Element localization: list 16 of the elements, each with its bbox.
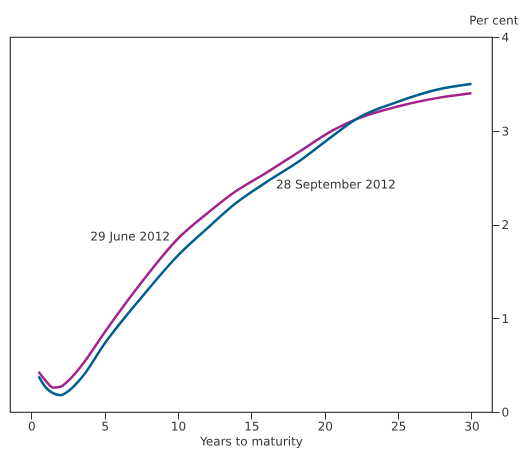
x-tick-label: 5	[101, 420, 109, 434]
series-label: 28 September 2012	[276, 177, 396, 192]
x-tick-label: 20	[318, 420, 333, 434]
x-tick-label: 25	[390, 420, 406, 434]
x-tick-label: 10	[170, 420, 186, 434]
y-tick-label: 3	[502, 124, 510, 138]
x-tick-label: 0	[28, 420, 36, 434]
x-axis-title: Years to maturity	[199, 434, 303, 448]
y-tick-label: 0	[502, 406, 510, 420]
series-label: 29 June 2012	[90, 230, 170, 244]
y-tick-label: 4	[502, 30, 510, 44]
y-axis-title: Per cent	[469, 14, 519, 28]
x-tick-label: 30	[464, 420, 480, 434]
y-tick-label: 1	[502, 312, 510, 326]
y-tick-label: 2	[502, 218, 510, 232]
x-tick-label: 15	[244, 420, 260, 434]
